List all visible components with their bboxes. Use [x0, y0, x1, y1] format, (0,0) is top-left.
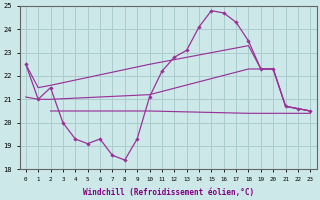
X-axis label: Windchill (Refroidissement éolien,°C): Windchill (Refroidissement éolien,°C): [83, 188, 254, 197]
